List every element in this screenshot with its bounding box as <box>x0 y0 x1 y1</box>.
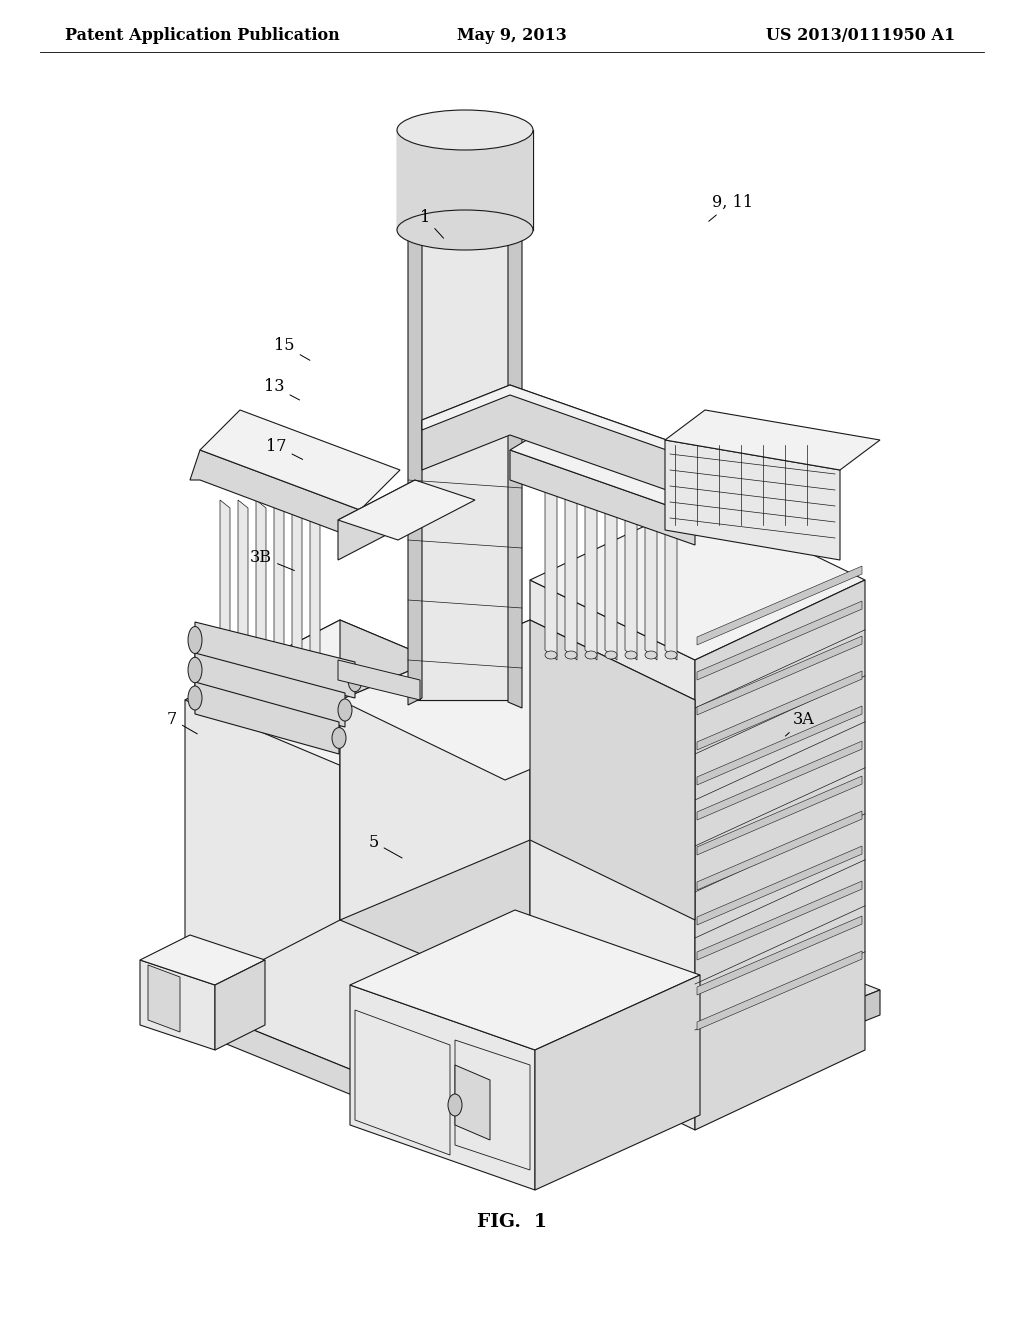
Text: FIG.  1: FIG. 1 <box>477 1213 547 1232</box>
Polygon shape <box>350 909 700 1049</box>
Ellipse shape <box>188 657 202 682</box>
Polygon shape <box>697 776 862 855</box>
Ellipse shape <box>397 110 534 150</box>
Polygon shape <box>195 682 339 754</box>
Polygon shape <box>274 500 284 688</box>
Ellipse shape <box>348 668 362 692</box>
Text: 1: 1 <box>420 210 443 238</box>
Polygon shape <box>530 579 695 1130</box>
Ellipse shape <box>565 651 577 659</box>
Polygon shape <box>535 975 700 1191</box>
Polygon shape <box>508 232 522 708</box>
Polygon shape <box>422 385 695 500</box>
Text: 9, 11: 9, 11 <box>709 194 753 222</box>
Polygon shape <box>140 960 215 1049</box>
Text: 5: 5 <box>369 834 402 858</box>
Polygon shape <box>355 1010 450 1155</box>
Polygon shape <box>397 129 534 230</box>
Polygon shape <box>695 579 865 1130</box>
Polygon shape <box>495 190 515 700</box>
Polygon shape <box>512 990 880 1160</box>
Polygon shape <box>697 916 862 995</box>
Ellipse shape <box>645 651 657 659</box>
Text: 7: 7 <box>167 711 198 734</box>
Polygon shape <box>185 620 340 1001</box>
Text: US 2013/0111950 A1: US 2013/0111950 A1 <box>766 26 955 44</box>
Text: 3B: 3B <box>250 549 294 570</box>
Polygon shape <box>697 601 862 680</box>
Polygon shape <box>585 459 597 660</box>
Polygon shape <box>697 706 862 785</box>
Polygon shape <box>190 450 360 540</box>
Polygon shape <box>195 622 355 698</box>
Polygon shape <box>415 185 435 700</box>
Ellipse shape <box>625 651 637 659</box>
Polygon shape <box>310 500 319 688</box>
Polygon shape <box>530 500 865 660</box>
Polygon shape <box>625 459 637 660</box>
Polygon shape <box>155 845 880 1135</box>
Polygon shape <box>350 985 535 1191</box>
Polygon shape <box>215 960 265 1049</box>
Polygon shape <box>697 846 862 925</box>
Polygon shape <box>530 620 695 920</box>
Polygon shape <box>665 440 840 560</box>
Polygon shape <box>415 201 515 700</box>
Polygon shape <box>340 620 695 780</box>
Text: Patent Application Publication: Patent Application Publication <box>65 26 340 44</box>
Polygon shape <box>155 990 512 1160</box>
Polygon shape <box>185 620 530 780</box>
Polygon shape <box>697 810 862 890</box>
Ellipse shape <box>338 700 352 721</box>
Text: May 9, 2013: May 9, 2013 <box>457 26 567 44</box>
Polygon shape <box>338 480 415 560</box>
Polygon shape <box>455 1040 530 1170</box>
Polygon shape <box>645 459 657 660</box>
Polygon shape <box>565 459 577 660</box>
Ellipse shape <box>605 651 617 659</box>
Polygon shape <box>195 653 345 727</box>
Ellipse shape <box>188 627 202 653</box>
Polygon shape <box>697 566 862 645</box>
Polygon shape <box>148 965 180 1032</box>
Polygon shape <box>340 620 530 1001</box>
Polygon shape <box>697 671 862 750</box>
Text: 13: 13 <box>264 379 300 400</box>
Polygon shape <box>697 950 862 1030</box>
Text: 17: 17 <box>266 438 303 459</box>
Polygon shape <box>455 1065 490 1140</box>
Polygon shape <box>340 620 530 920</box>
Ellipse shape <box>188 686 202 710</box>
Polygon shape <box>220 500 230 688</box>
Ellipse shape <box>585 651 597 659</box>
Polygon shape <box>338 480 475 540</box>
Polygon shape <box>338 660 420 700</box>
Polygon shape <box>422 385 695 459</box>
Polygon shape <box>420 230 510 700</box>
Polygon shape <box>665 411 880 470</box>
Polygon shape <box>408 228 422 705</box>
Polygon shape <box>510 436 720 515</box>
Polygon shape <box>665 459 677 660</box>
Polygon shape <box>697 741 862 820</box>
Ellipse shape <box>545 651 557 659</box>
Text: 15: 15 <box>274 338 310 360</box>
Polygon shape <box>140 935 265 985</box>
Ellipse shape <box>449 1094 462 1115</box>
Polygon shape <box>256 500 266 688</box>
Polygon shape <box>200 411 400 510</box>
Polygon shape <box>510 450 695 545</box>
Polygon shape <box>238 500 248 688</box>
Text: 3A: 3A <box>785 711 815 737</box>
Polygon shape <box>697 636 862 715</box>
Ellipse shape <box>665 651 677 659</box>
Ellipse shape <box>332 727 346 748</box>
Polygon shape <box>605 459 617 660</box>
Polygon shape <box>292 500 302 688</box>
Polygon shape <box>697 880 862 960</box>
Polygon shape <box>545 459 557 660</box>
Ellipse shape <box>397 210 534 249</box>
